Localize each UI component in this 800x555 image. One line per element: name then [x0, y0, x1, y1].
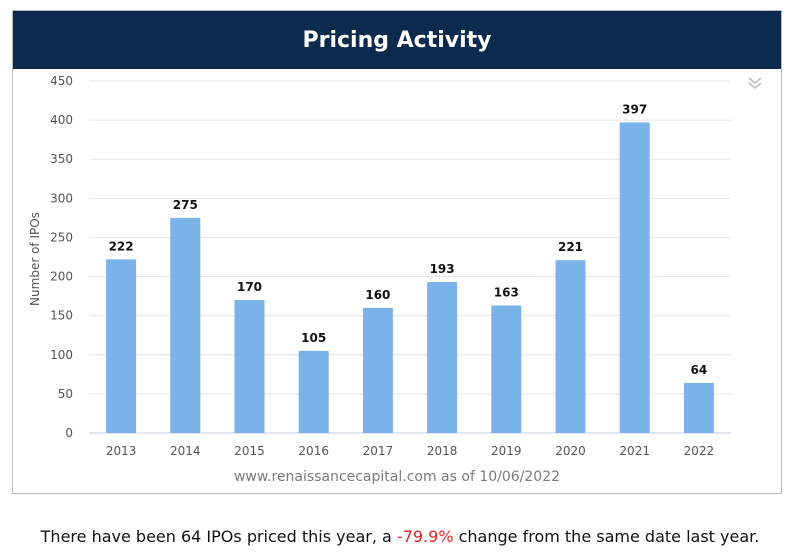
bar-chart: 0 50 100 150 200 250 300 350 400 450 Number of IP…: [28, 74, 731, 458]
double-chevron-down-icon[interactable]: [747, 75, 763, 91]
y-tick-label: 250: [50, 230, 73, 244]
y-tick-label: 100: [50, 348, 73, 362]
bars: [106, 122, 714, 434]
footer-summary: There have been 64 IPOs priced this year…: [0, 527, 800, 546]
bar[interactable]: [555, 260, 586, 433]
data-label: 222: [109, 239, 134, 253]
y-axis-label: Number of IPOs: [28, 212, 42, 306]
bar[interactable]: [491, 305, 522, 433]
x-axis-ticks: 2013 2014 2015 2016 2017 2018 2019 2020 2021 2022: [106, 444, 714, 458]
y-tick-label: 450: [50, 74, 73, 88]
y-tick-label: 150: [50, 309, 73, 323]
data-labels: 222 275 170 105 160 193 163 221 397 64: [109, 102, 708, 376]
bar[interactable]: [170, 217, 201, 433]
bar[interactable]: [362, 307, 393, 433]
bar[interactable]: [683, 382, 714, 433]
data-label: 397: [622, 102, 647, 116]
y-tick-label: 50: [58, 387, 73, 401]
x-tick-label: 2018: [427, 444, 458, 458]
data-label: 163: [494, 285, 519, 299]
change-percentage: -79.9%: [396, 527, 454, 546]
chart-card: Pricing Activity 0 50 100 150 200 250 300 350 40…: [12, 10, 782, 494]
data-label: 160: [365, 288, 390, 302]
data-label: 170: [237, 280, 262, 294]
footer-prefix: There have been 64 IPOs priced this year…: [40, 527, 397, 546]
data-label: 221: [558, 240, 583, 254]
x-tick-label: 2013: [106, 444, 137, 458]
bar[interactable]: [298, 350, 329, 433]
y-tick-label: 200: [50, 270, 73, 284]
y-tick-label: 0: [65, 426, 73, 440]
data-label: 275: [173, 198, 198, 212]
bar[interactable]: [619, 122, 650, 434]
x-tick-label: 2017: [363, 444, 394, 458]
y-tick-label: 400: [50, 113, 73, 127]
chart-title: Pricing Activity: [302, 27, 492, 53]
data-label: 193: [430, 262, 455, 276]
chart-header: Pricing Activity: [13, 11, 781, 69]
x-tick-label: 2019: [491, 444, 522, 458]
x-tick-label: 2020: [555, 444, 586, 458]
footer-suffix: change from the same date last year.: [453, 527, 760, 546]
y-tick-label: 300: [50, 191, 73, 205]
data-label: 105: [301, 331, 326, 345]
y-axis-ticks: 0 50 100 150 200 250 300 350 400 450: [50, 74, 73, 440]
data-label: 64: [691, 363, 708, 377]
bar[interactable]: [106, 259, 137, 433]
y-tick-label: 350: [50, 152, 73, 166]
x-tick-label: 2014: [170, 444, 201, 458]
bar[interactable]: [234, 300, 265, 433]
source-line: www.renaissancecapital.com as of 10/06/2…: [233, 469, 561, 485]
bar[interactable]: [427, 282, 458, 433]
x-tick-label: 2016: [298, 444, 329, 458]
x-tick-label: 2021: [619, 444, 650, 458]
x-tick-label: 2022: [684, 444, 715, 458]
x-tick-label: 2015: [234, 444, 265, 458]
